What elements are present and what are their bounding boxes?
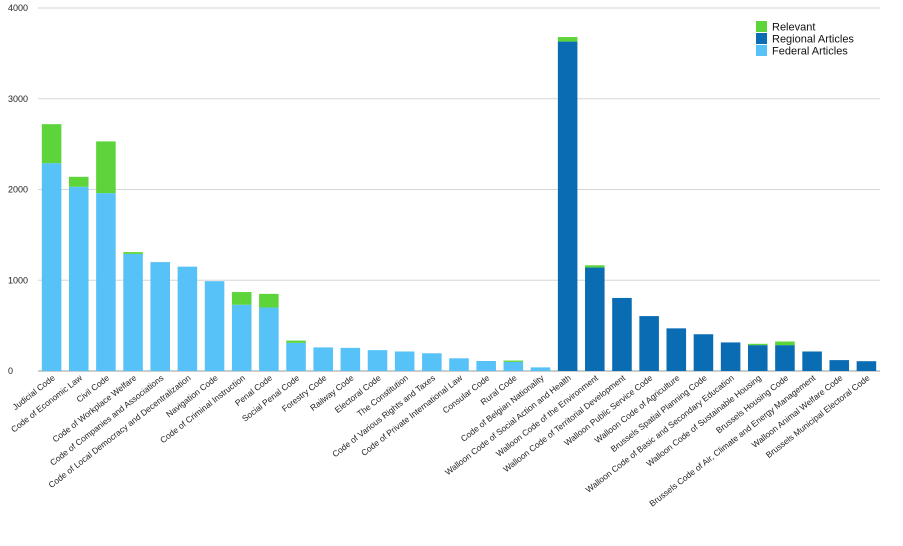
y-tick-label: 2000 [8,185,28,195]
bar-regional-articles [829,360,850,371]
bar-regional-articles [612,297,632,371]
bar-relevant [123,252,143,254]
bar-regional-articles [856,361,877,371]
legend-swatch [756,33,767,44]
bar-regional-articles [693,334,714,371]
bar-relevant [41,124,62,164]
y-tick-label: 1000 [8,275,28,285]
bar-federal-articles [367,350,388,371]
legend-swatch [756,45,767,56]
bar-relevant [96,141,116,194]
bar-regional-articles [747,345,768,371]
bar-relevant [231,292,252,305]
bar-federal-articles [96,193,116,371]
bar-federal-articles [68,186,89,371]
bar-regional-articles [585,267,605,371]
bar-federal-articles [259,307,279,371]
bar-federal-articles [530,367,551,371]
y-tick-label: 3000 [8,94,28,104]
bar-relevant [585,265,605,268]
legend-label: Regional Articles [772,34,854,46]
bar-federal-articles [231,304,252,371]
bar-relevant [503,360,524,362]
bar-federal-articles [394,351,415,371]
bar-federal-articles [41,163,62,371]
bar-regional-articles [720,342,741,371]
bar-relevant [557,37,578,42]
y-axis-ticks: 0 1000 2000 3000 4000 [8,3,28,376]
bar-regional-articles [666,328,687,371]
bar-federal-articles [150,262,171,371]
bar-federal-articles [449,358,469,371]
bar-federal-articles [476,361,496,371]
bar-federal-articles [204,281,225,371]
bar-federal-articles [422,353,442,371]
bar-federal-articles [313,347,333,371]
bars [41,37,877,371]
bar-relevant [286,340,306,343]
bar-relevant [747,343,768,346]
bar-regional-articles [557,41,578,371]
y-tick-label: 0 [8,366,13,376]
y-tick-label: 4000 [8,3,28,13]
bar-federal-articles [503,361,524,371]
bar-federal-articles [123,253,143,371]
bar-relevant [259,293,279,308]
bar-federal-articles [177,266,198,371]
bar-regional-articles [802,351,822,371]
bar-regional-articles [639,316,659,371]
bar-regional-articles [775,345,795,371]
bar-federal-articles [340,347,361,371]
legend-label: Relevant [772,22,815,34]
bar-federal-articles [286,342,306,371]
legend-swatch [756,21,767,32]
bar-relevant [775,341,795,346]
bar-relevant [68,176,89,187]
legend-label: Federal Articles [772,46,848,58]
